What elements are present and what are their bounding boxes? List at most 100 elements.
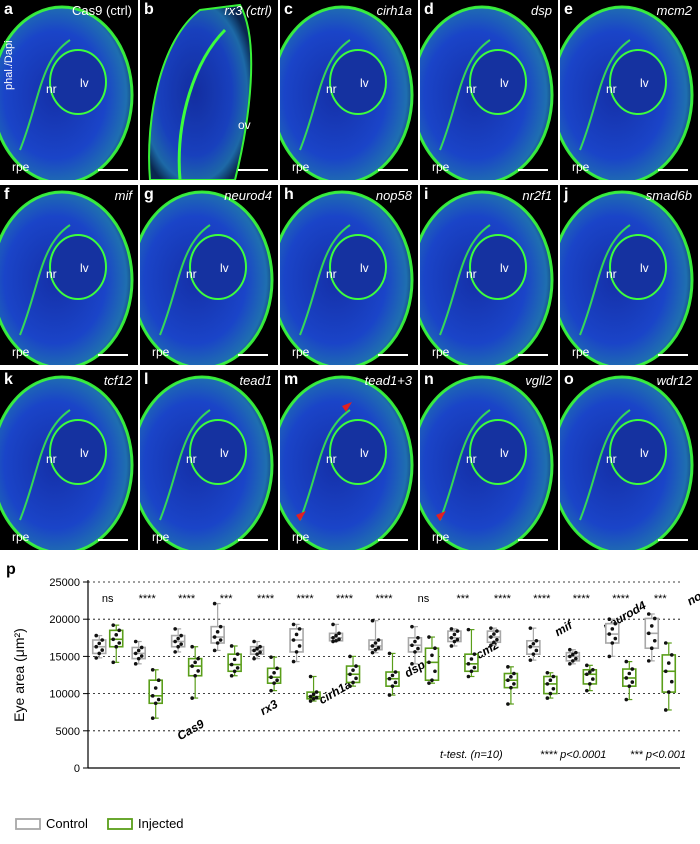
- data-point: [568, 662, 572, 666]
- eye-micrograph: [280, 375, 414, 550]
- data-point: [489, 635, 493, 639]
- panel-letter: b: [144, 1, 154, 18]
- panel-o: o wdr12 nr lv: [560, 370, 698, 550]
- data-point: [272, 681, 276, 685]
- data-point: [591, 677, 595, 681]
- retina-layer: [19, 409, 71, 521]
- lens-vesicle: [469, 419, 527, 485]
- x-tick-label: nop58: [684, 578, 700, 608]
- data-point: [624, 697, 629, 702]
- data-point: [548, 678, 553, 683]
- data-point: [393, 680, 398, 685]
- eye-micrograph: [148, 3, 253, 180]
- panel-letter: p: [6, 561, 16, 578]
- label-nr: nr: [606, 452, 617, 466]
- data-point: [252, 648, 256, 653]
- eye-outline: [140, 190, 274, 365]
- panel-letter: o: [564, 371, 574, 388]
- data-point: [212, 601, 217, 606]
- data-point: [308, 694, 313, 699]
- data-point: [193, 673, 197, 678]
- data-point: [97, 651, 102, 656]
- label-rpe: rpe: [292, 345, 310, 359]
- data-point: [588, 670, 592, 674]
- data-point: [607, 617, 612, 621]
- label-rpe: rpe: [152, 530, 170, 544]
- y-tick-label: 15000: [49, 651, 80, 663]
- legend-swatch-injected: [107, 818, 133, 830]
- label-rpe: rpe: [572, 160, 590, 174]
- data-point: [229, 673, 234, 678]
- gene-label: smad6b: [645, 188, 692, 203]
- red-arrowhead-icon: [436, 511, 446, 521]
- eye-outline: [560, 375, 694, 550]
- label-nr: nr: [466, 452, 477, 466]
- data-point: [334, 633, 338, 638]
- data-point: [314, 695, 319, 700]
- panel-letter: j: [564, 186, 569, 203]
- y-tick-label: 5000: [56, 726, 80, 738]
- stain-label: phal./Dapi: [3, 40, 15, 90]
- y-tick-label: 0: [74, 763, 80, 775]
- legend-label-injected: Injected: [138, 816, 184, 831]
- lens-vesicle: [469, 234, 527, 300]
- retina-layer: [299, 224, 351, 336]
- data-point: [390, 684, 395, 688]
- label-lv: lv: [500, 261, 509, 275]
- label-nr: nr: [606, 267, 617, 281]
- data-point: [114, 633, 119, 637]
- data-point: [528, 626, 533, 630]
- label-rpe: rpe: [12, 530, 30, 544]
- data-point: [100, 638, 105, 642]
- data-point: [269, 675, 273, 680]
- data-point: [331, 639, 335, 644]
- data-point: [613, 636, 618, 641]
- data-point: [449, 627, 454, 631]
- lens-vesicle: [609, 49, 667, 115]
- data-point: [176, 644, 180, 649]
- data-point: [111, 623, 116, 627]
- data-point: [258, 650, 262, 655]
- data-point: [492, 632, 496, 636]
- label-nr: nr: [46, 267, 57, 281]
- scale-bar: [518, 354, 548, 356]
- data-point: [94, 644, 99, 649]
- data-point: [376, 638, 381, 642]
- data-point: [150, 716, 155, 720]
- data-point: [387, 693, 392, 697]
- data-point: [528, 644, 533, 649]
- data-point: [348, 684, 352, 688]
- eye-area-chart: p 0 5000 10000 15000 20000 25000 Eye area (μm²)…: [0, 560, 700, 839]
- data-point: [348, 654, 352, 659]
- significance-label: ns: [418, 593, 430, 605]
- retina-layer: [299, 39, 351, 151]
- data-point: [627, 671, 632, 676]
- data-point: [528, 658, 533, 662]
- data-point: [297, 627, 302, 631]
- data-point: [212, 635, 217, 639]
- data-point: [545, 670, 550, 675]
- data-point: [156, 678, 161, 683]
- data-point: [337, 637, 341, 642]
- box-plot-svg: p 0 5000 10000 15000 20000 25000 Eye area (μm²)…: [6, 561, 700, 831]
- lens-vesicle: [49, 419, 107, 485]
- eye-outline: [560, 190, 694, 365]
- significance-label: ns: [102, 593, 114, 605]
- gene-label: wdr12: [656, 373, 692, 388]
- data-point: [512, 682, 516, 686]
- data-point: [427, 660, 431, 665]
- data-point: [311, 692, 316, 697]
- data-point: [610, 627, 615, 631]
- data-point: [334, 638, 338, 643]
- stats-annotation: t-test. (n=10): [440, 749, 503, 761]
- eye-outline: [140, 375, 274, 550]
- data-point: [173, 650, 177, 654]
- data-point: [297, 644, 302, 648]
- retina-layer: [579, 224, 631, 336]
- data-point: [275, 666, 279, 671]
- lens-vesicle: [329, 234, 387, 300]
- gene-label: cirh1a: [376, 3, 412, 18]
- gene-label: tead1+3: [364, 373, 412, 388]
- label-lv: lv: [80, 446, 89, 460]
- data-point: [373, 641, 378, 645]
